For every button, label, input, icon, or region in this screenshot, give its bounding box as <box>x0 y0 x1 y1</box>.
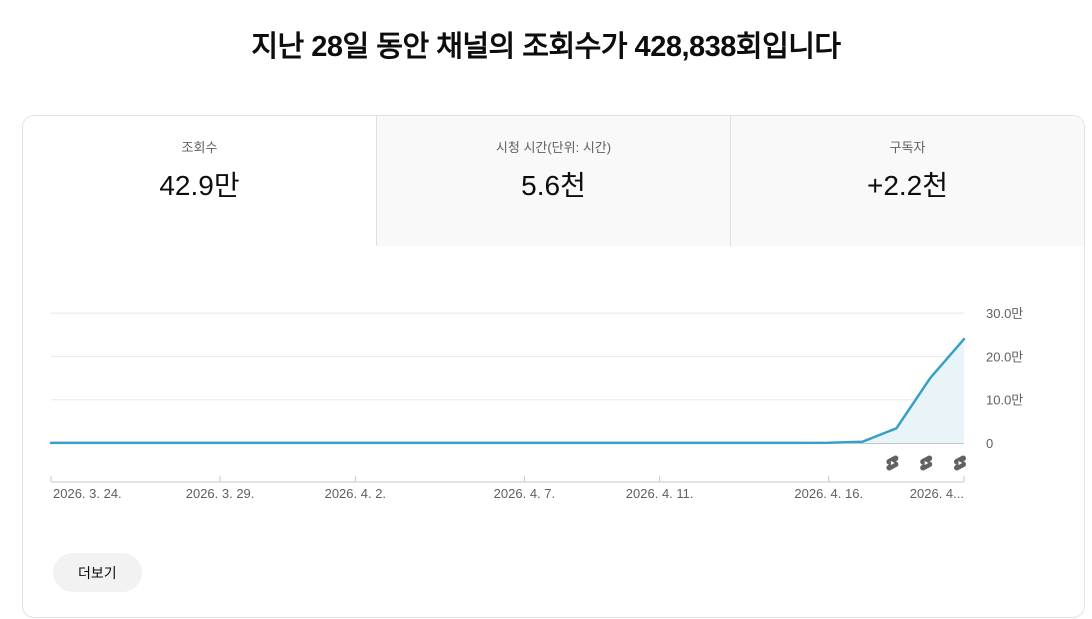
y-axis-tick-label: 0 <box>986 436 993 451</box>
tab-subscribers-value: +2.2천 <box>866 170 949 201</box>
x-axis-tick-label: 2026. 4. 11. <box>626 486 694 501</box>
metric-tabs: 조회수 42.9만 시청 시간(단위: 시간) 5.6천 구독자 +2.2천 <box>23 116 1084 246</box>
tab-watch-time[interactable]: 시청 시간(단위: 시간) 5.6천 <box>376 116 730 246</box>
x-axis-tick-label: 2026. 4. 16. <box>794 486 863 501</box>
see-more-button[interactable]: 더보기 <box>53 553 142 592</box>
shorts-icon-play-triangle <box>958 461 963 465</box>
shorts-icon[interactable] <box>953 455 967 471</box>
views-area-fill <box>51 339 964 443</box>
tab-watch-time-value: 5.6천 <box>521 170 586 201</box>
tab-views[interactable]: 조회수 42.9만 <box>23 116 376 246</box>
tab-watch-time-label: 시청 시간(단위: 시간) <box>495 140 612 155</box>
views-line <box>49 337 966 445</box>
page-title: 지난 28일 동안 채널의 조회수가 428,838회입니다 <box>251 31 841 63</box>
y-axis-tick-label: 10.0만 <box>986 393 1023 408</box>
tab-subscribers-label: 구독자 <box>889 140 926 155</box>
views-chart-svg: 0 10.0만 20.0만 30.0만 2026. 3. 24. 2026. 3. 29.… <box>49 306 1023 501</box>
x-axis-tick-label: 2026. 4. 7. <box>494 486 555 501</box>
shorts-icon[interactable] <box>886 455 899 471</box>
y-axis-tick-label: 30.0만 <box>986 306 1023 321</box>
x-axis-tick-label: 2026. 3. 24. <box>53 486 122 501</box>
shorts-icon-play-triangle <box>924 461 929 465</box>
tab-views-value: 42.9만 <box>159 170 240 201</box>
analytics-card: 조회수 42.9만 시청 시간(단위: 시간) 5.6천 구독자 +2.2천 0… <box>22 115 1085 618</box>
x-axis-tick-label: 2026. 3. 29. <box>186 486 255 501</box>
tab-subscribers[interactable]: 구독자 +2.2천 <box>730 116 1084 246</box>
x-axis-tick-label: 2026. 4... <box>910 486 964 501</box>
shorts-icon-play-triangle <box>890 461 895 465</box>
y-axis-tick-label: 20.0만 <box>986 349 1023 364</box>
shorts-icon[interactable] <box>920 455 933 471</box>
x-axis-tick-label: 2026. 4. 2. <box>325 486 386 501</box>
views-chart: 0 10.0만 20.0만 30.0만 2026. 3. 24. 2026. 3. 29.… <box>23 246 1084 536</box>
tab-views-label: 조회수 <box>181 140 218 155</box>
